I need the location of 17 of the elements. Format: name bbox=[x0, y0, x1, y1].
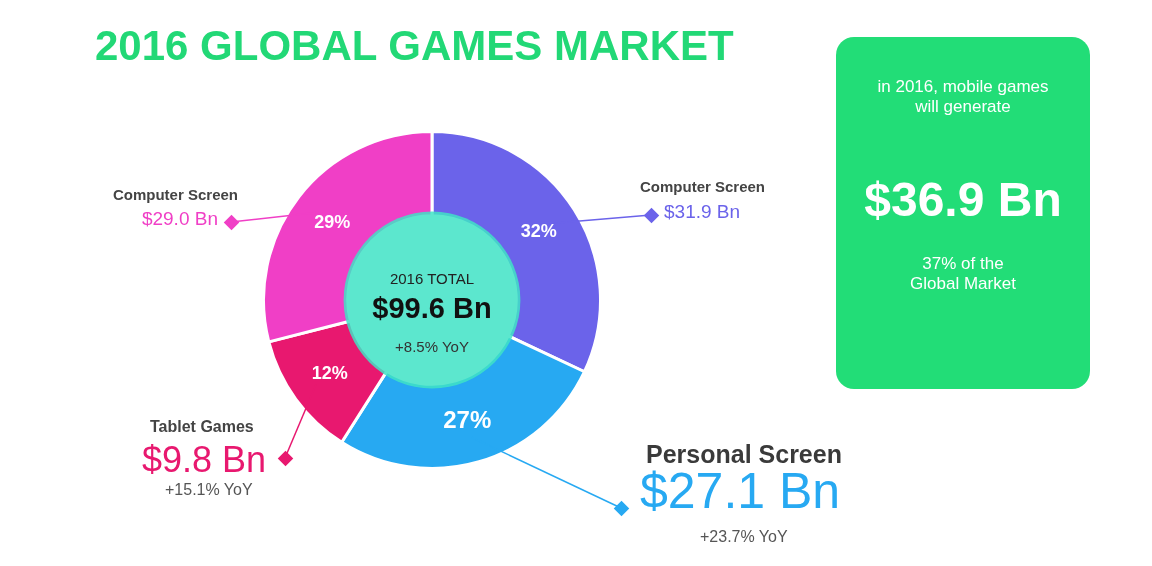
text: $31.9 Bn bbox=[664, 201, 741, 223]
text: $99.6 Bn bbox=[371, 292, 493, 325]
slice-label: Tablet Games bbox=[150, 418, 254, 436]
text: 2016 TOTAL bbox=[388, 270, 476, 287]
data-label: 32% bbox=[520, 221, 557, 242]
text: $29.0 Bn bbox=[141, 208, 218, 230]
text: $9.8 Bn bbox=[142, 439, 267, 481]
text: +15.1% YoY bbox=[165, 481, 253, 499]
data-label: 12% bbox=[311, 363, 348, 384]
callout-card: in 2016, mobile games will generate $36.9 Bn 37% of the Global Market bbox=[836, 37, 1090, 389]
data-label: 27% bbox=[443, 405, 492, 433]
slice-label: Computer Screen bbox=[112, 186, 238, 203]
chart-title: 2016 GLOBAL GAMES MARKET bbox=[95, 22, 734, 70]
text: +8.5% YoY bbox=[394, 338, 470, 355]
slice-label: Computer Screen bbox=[640, 178, 766, 195]
data-label: 29% bbox=[314, 211, 351, 232]
text: +23.7% YoY bbox=[700, 528, 788, 546]
